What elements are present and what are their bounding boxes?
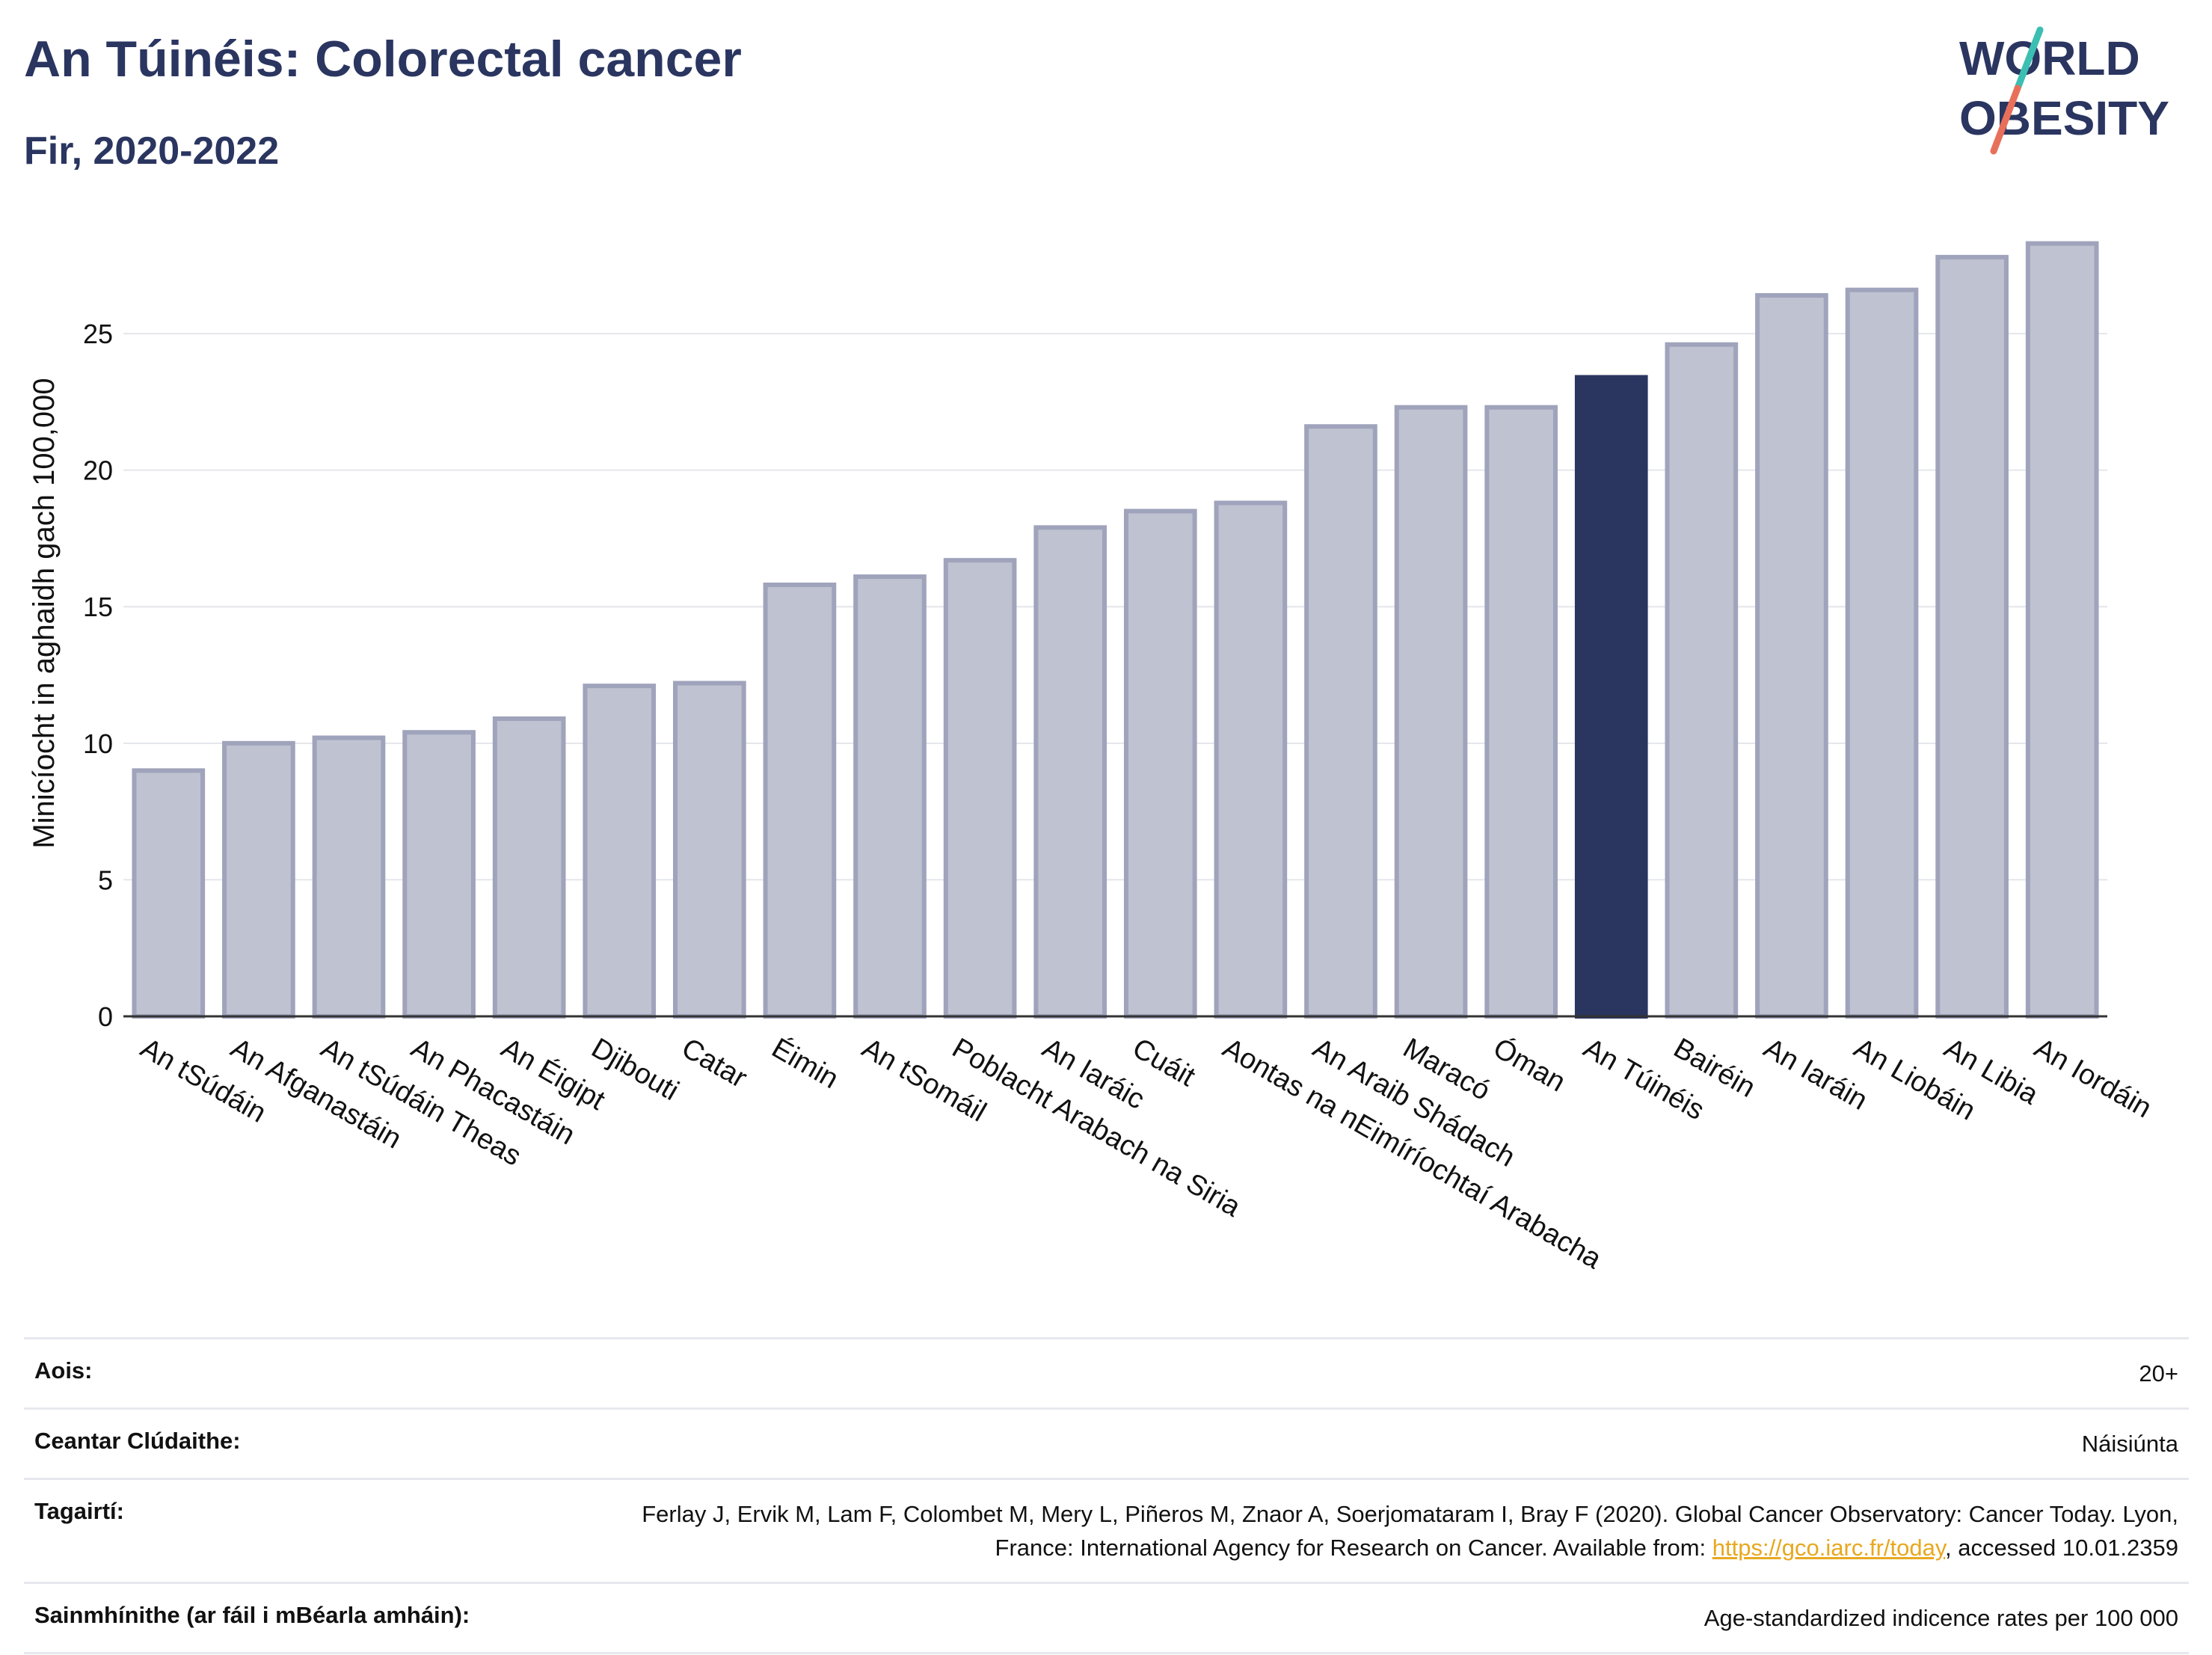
info-row-coverage: Ceantar Clúdaithe: Náisiúnta bbox=[24, 1407, 2189, 1478]
bar bbox=[943, 558, 1017, 1019]
info-label-age: Aois: bbox=[34, 1357, 93, 1384]
bar bbox=[492, 716, 566, 1019]
bar bbox=[1845, 287, 1919, 1019]
bar bbox=[1214, 500, 1288, 1019]
x-tick-label: Éimin bbox=[766, 1032, 844, 1096]
reference-accessed: , accessed 10.01.2359 bbox=[1945, 1534, 2178, 1561]
bar bbox=[763, 583, 837, 1019]
x-tick-label: An Iaráin bbox=[1758, 1032, 1872, 1116]
bar bbox=[1033, 525, 1107, 1019]
x-tick-label: Óman bbox=[1488, 1032, 1571, 1099]
world-obesity-logo: WORLD OBESITY bbox=[1959, 26, 2169, 155]
bars bbox=[132, 241, 2099, 1019]
bar bbox=[583, 684, 657, 1019]
bar bbox=[1123, 509, 1197, 1019]
y-tick-label: 5 bbox=[98, 865, 113, 895]
reference-text: Ferlay J, Ervik M, Lam F, Colombet M, Me… bbox=[642, 1500, 2178, 1561]
bar bbox=[402, 730, 476, 1019]
info-value-coverage: Náisiúnta bbox=[2081, 1430, 2178, 1457]
logo-slash-coral bbox=[1990, 85, 2021, 155]
y-tick-label: 20 bbox=[83, 455, 113, 486]
info-value-age: 20+ bbox=[2139, 1360, 2178, 1387]
bar bbox=[853, 574, 927, 1019]
y-tick-label: 0 bbox=[98, 1001, 113, 1032]
bar bbox=[132, 768, 206, 1019]
chart-subtitle: Fir, 2020-2022 bbox=[24, 129, 280, 173]
bar bbox=[1394, 405, 1468, 1019]
info-value-definitions: Age-standardized indicence rates per 100… bbox=[1703, 1604, 2178, 1631]
x-tick-label: Catar bbox=[676, 1032, 752, 1094]
y-tick-label: 10 bbox=[83, 728, 113, 759]
y-tick-label: 25 bbox=[83, 319, 113, 349]
reference-link[interactable]: https://gco.iarc.fr/today bbox=[1712, 1534, 1946, 1561]
info-row-definitions: Sainmhínithe (ar fáil i mBéarla amháin):… bbox=[24, 1581, 2189, 1654]
bar bbox=[1935, 254, 2009, 1019]
logo-line2: OBESITY bbox=[1959, 91, 2169, 145]
bar bbox=[222, 740, 295, 1019]
x-tick-label: An Iordáin bbox=[2029, 1032, 2157, 1124]
y-tick-label: 15 bbox=[83, 592, 113, 622]
bar bbox=[673, 681, 746, 1019]
bar bbox=[2025, 241, 2099, 1019]
bar bbox=[1304, 424, 1377, 1019]
info-row-references: Tagairtí: Ferlay J, Ervik M, Lam F, Colo… bbox=[24, 1477, 2189, 1582]
bar bbox=[1755, 292, 1828, 1019]
y-tick-labels: 0 5 10 15 20 25 bbox=[83, 319, 113, 1032]
info-table: Aois: 20+ Ceantar Clúdaithe: Náisiúnta T… bbox=[24, 1337, 2189, 1654]
y-axis-label: Minicíocht in aghaidh gach 100,000 bbox=[28, 378, 61, 848]
info-label-coverage: Ceantar Clúdaithe: bbox=[34, 1427, 241, 1454]
info-label-references: Tagairtí: bbox=[34, 1497, 124, 1524]
bar bbox=[1484, 405, 1558, 1019]
bar-highlight bbox=[1574, 375, 1648, 1019]
info-value-references: Ferlay J, Ervik M, Lam F, Colombet M, Me… bbox=[608, 1498, 2178, 1565]
bar bbox=[1665, 342, 1739, 1019]
logo-slash-teal bbox=[2014, 26, 2044, 92]
info-row-age: Aois: 20+ bbox=[24, 1337, 2189, 1407]
chart-title: An Túinéis: Colorectal cancer bbox=[24, 31, 742, 87]
bar bbox=[312, 735, 386, 1019]
info-label-definitions: Sainmhínithe (ar fáil i mBéarla amháin): bbox=[34, 1601, 470, 1628]
logo-line1: WORLD bbox=[1959, 31, 2140, 85]
